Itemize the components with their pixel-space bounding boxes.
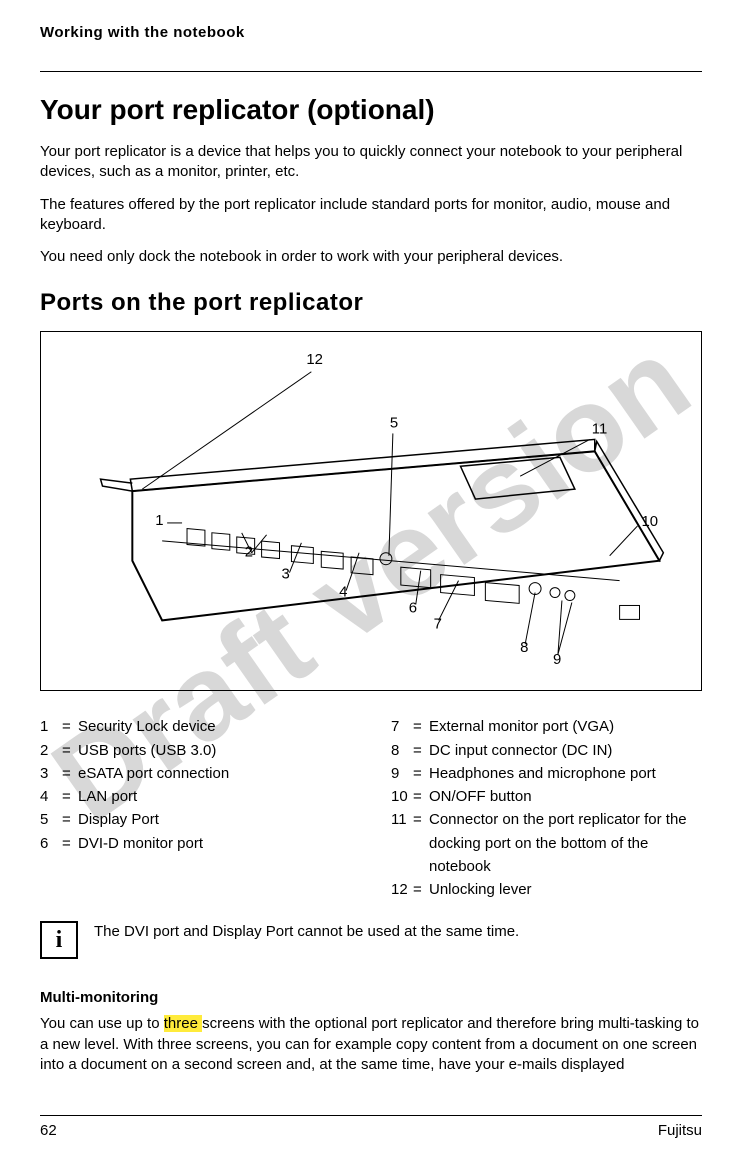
divider <box>40 1115 702 1116</box>
svg-text:9: 9 <box>553 652 561 668</box>
svg-text:10: 10 <box>641 514 658 530</box>
svg-text:1: 1 <box>155 513 163 529</box>
info-icon: i <box>40 921 78 959</box>
legend-item: 5=Display Port <box>40 808 351 831</box>
legend-right: 7=External monitor port (VGA) 8=DC input… <box>391 715 702 901</box>
info-note-text: The DVI port and Display Port cannot be … <box>94 921 519 940</box>
page-title: Your port replicator (optional) <box>40 94 702 126</box>
legend-item: 9=Headphones and microphone port <box>391 762 702 785</box>
legend-item: 3=eSATA port connection <box>40 762 351 785</box>
svg-text:8: 8 <box>520 640 528 656</box>
legend-item: 1=Security Lock device <box>40 715 351 738</box>
intro-paragraph: The features offered by the port replica… <box>40 195 702 236</box>
legend-item: 4=LAN port <box>40 785 351 808</box>
port-replicator-diagram: 12 5 11 1 10 2 3 4 6 7 8 9 <box>40 331 702 691</box>
svg-text:5: 5 <box>390 416 398 432</box>
legend-item: 2=USB ports (USB 3.0) <box>40 739 351 762</box>
page-content: Working with the notebook Your port repl… <box>0 0 742 1075</box>
legend-item: 10=ON/OFF button <box>391 785 702 808</box>
diagram-svg: 12 5 11 1 10 2 3 4 6 7 8 9 <box>41 332 701 690</box>
divider <box>40 71 702 72</box>
legend-item: 8=DC input connector (DC IN) <box>391 739 702 762</box>
running-header: Working with the notebook <box>40 24 702 41</box>
highlighted-text: three <box>164 1015 202 1032</box>
page-number: 62 <box>40 1122 57 1139</box>
legend-item: 11=Connector on the port replicator for … <box>391 808 702 878</box>
legend-item: 12=Unlocking lever <box>391 878 702 901</box>
legend-item: 7=External monitor port (VGA) <box>391 715 702 738</box>
legend-left: 1=Security Lock device 2=USB ports (USB … <box>40 715 351 901</box>
footer-brand: Fujitsu <box>658 1122 702 1139</box>
legend-item: 6=DVI-D monitor port <box>40 832 351 855</box>
multi-monitoring-paragraph: You can use up to three screens with the… <box>40 1014 702 1075</box>
svg-text:11: 11 <box>592 422 607 438</box>
multi-monitoring-heading: Multi-monitoring <box>40 989 702 1006</box>
footer: 62 Fujitsu <box>40 1115 702 1139</box>
svg-text:4: 4 <box>339 585 347 601</box>
svg-text:12: 12 <box>306 352 323 368</box>
legend: 1=Security Lock device 2=USB ports (USB … <box>40 715 702 901</box>
section-heading: Ports on the port replicator <box>40 289 702 317</box>
svg-text:7: 7 <box>434 617 442 633</box>
intro-paragraph: Your port replicator is a device that he… <box>40 142 702 183</box>
info-note: i The DVI port and Display Port cannot b… <box>40 921 702 959</box>
svg-text:6: 6 <box>409 601 417 617</box>
svg-text:3: 3 <box>282 567 290 583</box>
intro-paragraph: You need only dock the notebook in order… <box>40 247 702 267</box>
svg-text:2: 2 <box>245 545 253 561</box>
text: You can use up to <box>40 1015 164 1032</box>
